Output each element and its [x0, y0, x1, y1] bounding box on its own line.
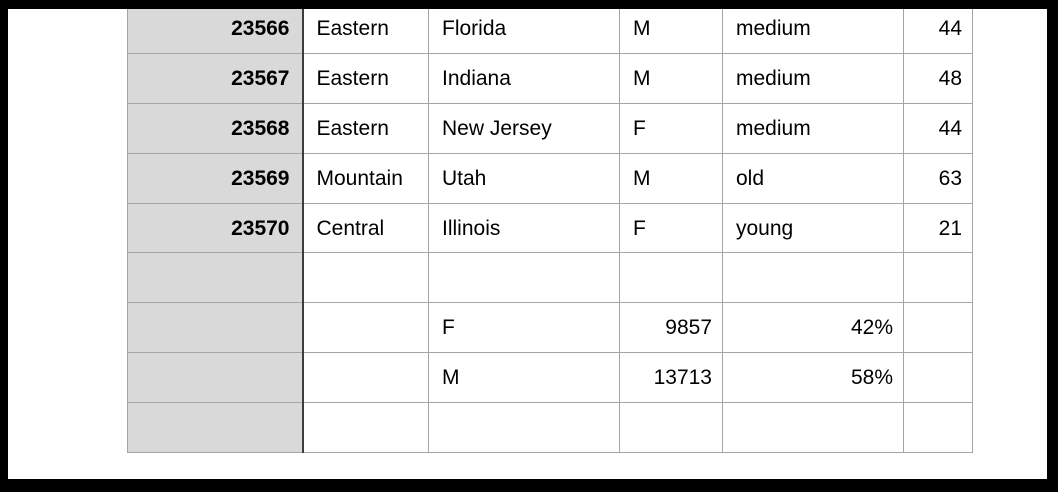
table-body: 23566 Eastern Florida M medium 44 23567 …	[127, 9, 973, 454]
cell-region[interactable]: Eastern	[302, 9, 429, 54]
cell-gender[interactable]: F	[619, 102, 723, 154]
cell-region[interactable]	[302, 302, 429, 354]
cell-gender[interactable]	[619, 402, 723, 454]
table-row-summary: F 9857 42%	[127, 302, 973, 354]
cell-age-group[interactable]: medium	[722, 102, 904, 154]
row-header-cell[interactable]	[127, 402, 304, 454]
cell-age[interactable]: 21	[903, 202, 973, 254]
cell-summary-label[interactable]: F	[428, 302, 620, 354]
cell-state[interactable]: New Jersey	[428, 102, 620, 154]
table-row: 23567 Eastern Indiana M medium 48	[127, 52, 973, 104]
cell-state[interactable]: Indiana	[428, 52, 620, 104]
table-row: 23570 Central Illinois F young 21	[127, 202, 973, 254]
row-header-cell[interactable]: 23570	[127, 202, 304, 254]
cell-age-group[interactable]	[722, 402, 904, 454]
row-header-cell[interactable]: 23566	[127, 9, 304, 54]
row-header-cell[interactable]: 23569	[127, 152, 304, 204]
cell-summary-count[interactable]: 9857	[619, 302, 723, 354]
row-header-cell[interactable]: 23567	[127, 52, 304, 104]
table-row: 23569 Mountain Utah M old 63	[127, 152, 973, 204]
cell-state[interactable]: Illinois	[428, 202, 620, 254]
spreadsheet-table: 23566 Eastern Florida M medium 44 23567 …	[127, 9, 973, 454]
table-row: 23568 Eastern New Jersey F medium 44	[127, 102, 973, 154]
cell-age[interactable]: 44	[903, 9, 973, 54]
cell-gender[interactable]	[619, 252, 723, 304]
cell-age-group[interactable]: medium	[722, 9, 904, 54]
cell-age-group[interactable]: young	[722, 202, 904, 254]
cell-age[interactable]	[903, 402, 973, 454]
cell-gender[interactable]: M	[619, 9, 723, 54]
cell-age[interactable]	[903, 352, 973, 404]
cell-age-group[interactable]: old	[722, 152, 904, 204]
row-header-cell[interactable]	[127, 352, 304, 404]
cell-age[interactable]	[903, 252, 973, 304]
cell-summary-percent[interactable]: 42%	[722, 302, 904, 354]
cell-summary-label[interactable]: M	[428, 352, 620, 404]
cell-region[interactable]	[302, 252, 429, 304]
cell-gender[interactable]: M	[619, 152, 723, 204]
row-header-cell[interactable]: 23568	[127, 102, 304, 154]
cell-age-group[interactable]	[722, 252, 904, 304]
app-canvas: 23566 Eastern Florida M medium 44 23567 …	[8, 9, 1047, 479]
cell-state[interactable]: Florida	[428, 9, 620, 54]
cell-region[interactable]	[302, 352, 429, 404]
cell-age-group[interactable]: medium	[722, 52, 904, 104]
table-row	[127, 402, 973, 454]
cell-region[interactable]: Mountain	[302, 152, 429, 204]
cell-gender[interactable]: F	[619, 202, 723, 254]
cell-age[interactable]	[903, 302, 973, 354]
cell-region[interactable]: Eastern	[302, 102, 429, 154]
row-header-cell[interactable]	[127, 252, 304, 304]
table-row: 23566 Eastern Florida M medium 44	[127, 9, 973, 54]
cell-age[interactable]: 44	[903, 102, 973, 154]
cell-state[interactable]: Utah	[428, 152, 620, 204]
cell-summary-count[interactable]: 13713	[619, 352, 723, 404]
cell-age[interactable]: 63	[903, 152, 973, 204]
cell-state[interactable]	[428, 402, 620, 454]
cell-region[interactable]	[302, 402, 429, 454]
cell-region[interactable]: Eastern	[302, 52, 429, 104]
cell-gender[interactable]: M	[619, 52, 723, 104]
cell-region[interactable]: Central	[302, 202, 429, 254]
table-row	[127, 252, 973, 304]
row-header-cell[interactable]	[127, 302, 304, 354]
cell-state[interactable]	[428, 252, 620, 304]
cell-age[interactable]: 48	[903, 52, 973, 104]
cell-summary-percent[interactable]: 58%	[722, 352, 904, 404]
table-row-summary: M 13713 58%	[127, 352, 973, 404]
